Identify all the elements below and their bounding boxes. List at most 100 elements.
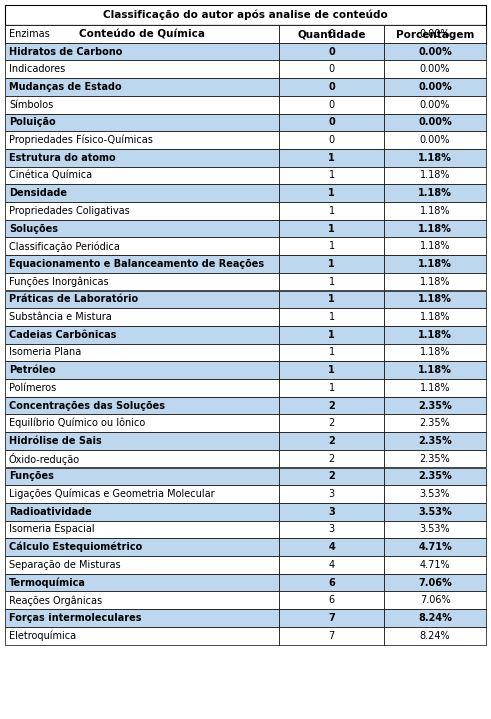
Bar — [5, 326, 279, 344]
Text: Concentrações das Soluções: Concentrações das Soluções — [9, 400, 165, 411]
Bar — [279, 397, 384, 414]
Text: Propriedades Físico-Químicas: Propriedades Físico-Químicas — [9, 134, 153, 145]
Bar — [384, 60, 486, 78]
Text: 4.71%: 4.71% — [420, 560, 450, 570]
Text: Petróleo: Petróleo — [9, 365, 55, 375]
Text: Conteúdo de Química: Conteúdo de Química — [79, 29, 205, 40]
Bar — [279, 414, 384, 432]
Text: 1.18%: 1.18% — [420, 170, 450, 180]
Text: Cadeias Carbônicas: Cadeias Carbônicas — [9, 330, 116, 340]
Text: 1: 1 — [328, 365, 335, 375]
Bar — [384, 397, 486, 414]
Text: 0: 0 — [328, 47, 335, 57]
Bar — [5, 521, 279, 539]
Text: 1: 1 — [328, 312, 335, 322]
Bar — [5, 25, 279, 42]
Text: Funções Inorgânicas: Funções Inorgânicas — [9, 276, 109, 287]
Bar — [279, 149, 384, 167]
Text: Indicadores: Indicadores — [9, 64, 65, 74]
Text: 1.18%: 1.18% — [420, 383, 450, 393]
Text: 1: 1 — [328, 170, 335, 180]
Bar — [5, 131, 279, 149]
Bar — [279, 485, 384, 503]
Text: 1: 1 — [328, 347, 335, 357]
Text: 0.00%: 0.00% — [420, 100, 450, 110]
Text: Ligações Químicas e Geometria Molecular: Ligações Químicas e Geometria Molecular — [9, 489, 215, 499]
Bar — [279, 521, 384, 539]
Bar — [5, 308, 279, 326]
Bar — [5, 379, 279, 397]
Text: 1: 1 — [328, 152, 335, 162]
Text: Óxido-redução: Óxido-redução — [9, 453, 80, 464]
Text: 1: 1 — [328, 330, 335, 340]
Text: 2.35%: 2.35% — [418, 472, 452, 481]
Text: Equilíbrio Químico ou Iônico: Equilíbrio Químico ou Iônico — [9, 418, 145, 429]
Bar — [5, 290, 279, 308]
Bar — [279, 25, 384, 42]
Bar — [384, 432, 486, 450]
Bar — [5, 5, 486, 25]
Text: 2: 2 — [328, 472, 335, 481]
Text: Enzimas: Enzimas — [9, 29, 50, 39]
Bar — [279, 609, 384, 627]
Bar — [279, 60, 384, 78]
Text: 3.53%: 3.53% — [418, 507, 452, 517]
Text: 1.18%: 1.18% — [418, 259, 452, 269]
Bar — [384, 592, 486, 609]
Text: Hidrólise de Sais: Hidrólise de Sais — [9, 436, 102, 446]
Bar — [279, 202, 384, 220]
Text: 1.18%: 1.18% — [418, 152, 452, 162]
Bar — [384, 574, 486, 592]
Bar — [279, 503, 384, 521]
Bar — [384, 609, 486, 627]
Bar — [5, 60, 279, 78]
Bar — [384, 556, 486, 574]
Text: 3: 3 — [328, 524, 335, 534]
Text: Reações Orgânicas: Reações Orgânicas — [9, 595, 102, 605]
Bar — [279, 326, 384, 344]
Text: 2.35%: 2.35% — [418, 436, 452, 446]
Bar — [5, 432, 279, 450]
Text: 4: 4 — [328, 560, 335, 570]
Text: 0.00%: 0.00% — [420, 135, 450, 145]
Bar — [384, 326, 486, 344]
Bar — [279, 273, 384, 290]
Bar — [279, 379, 384, 397]
Bar — [384, 78, 486, 96]
Text: 8.24%: 8.24% — [418, 613, 452, 623]
Text: Isomeria Plana: Isomeria Plana — [9, 347, 81, 357]
Text: Densidade: Densidade — [9, 188, 67, 198]
Text: 7.06%: 7.06% — [418, 577, 452, 587]
Text: 1.18%: 1.18% — [418, 330, 452, 340]
Bar — [279, 450, 384, 467]
Bar — [5, 556, 279, 574]
Bar — [5, 220, 279, 237]
Text: Radioatividade: Radioatividade — [9, 507, 92, 517]
Text: 0: 0 — [328, 117, 335, 127]
Text: 2.35%: 2.35% — [420, 454, 450, 464]
Text: 1.18%: 1.18% — [420, 206, 450, 216]
Bar — [5, 362, 279, 379]
Text: Classificação Periódica: Classificação Periódica — [9, 241, 120, 252]
Text: 7: 7 — [328, 631, 335, 641]
Bar — [384, 290, 486, 308]
Text: 6: 6 — [328, 595, 335, 605]
Bar — [384, 344, 486, 362]
Text: Estrutura do atomo: Estrutura do atomo — [9, 152, 115, 162]
Text: 1.18%: 1.18% — [418, 365, 452, 375]
Text: 4.71%: 4.71% — [418, 542, 452, 552]
Bar — [5, 25, 279, 44]
Text: 2: 2 — [328, 400, 335, 411]
Bar — [384, 414, 486, 432]
Bar — [384, 627, 486, 644]
Bar — [5, 503, 279, 521]
Text: 3: 3 — [328, 489, 335, 499]
Bar — [384, 131, 486, 149]
Text: Classificação do autor após analise de conteúdo: Classificação do autor após analise de c… — [103, 10, 388, 20]
Text: 3.53%: 3.53% — [420, 489, 450, 499]
Text: 1.18%: 1.18% — [420, 312, 450, 322]
Bar — [384, 42, 486, 60]
Text: Propriedades Coligativas: Propriedades Coligativas — [9, 206, 130, 216]
Bar — [279, 114, 384, 131]
Bar — [5, 273, 279, 290]
